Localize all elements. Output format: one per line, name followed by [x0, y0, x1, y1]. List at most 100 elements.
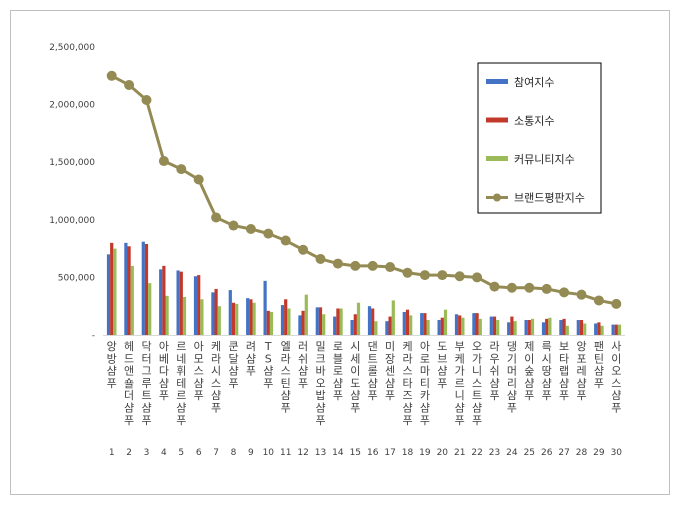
line-point [437, 270, 448, 281]
bar [367, 306, 372, 335]
bar [583, 323, 587, 335]
bar [130, 265, 134, 335]
bar [235, 303, 239, 335]
line-point [506, 282, 517, 293]
bar [284, 299, 288, 335]
line-point [489, 281, 500, 292]
bar-marks [106, 241, 622, 335]
bar [228, 290, 232, 335]
bar [371, 308, 375, 335]
bar [597, 322, 601, 335]
legend-box [477, 62, 602, 214]
line-point [593, 295, 604, 306]
legend-label: 커뮤니티지수 [514, 153, 575, 166]
bar [304, 294, 308, 335]
line-point [158, 156, 169, 167]
bar [405, 309, 410, 335]
bar [127, 246, 131, 335]
bar [510, 316, 514, 335]
y-axis: 2,500,000 2,000,000 1,500,000 1,000,000 500,… [49, 43, 95, 341]
bar [214, 288, 218, 335]
bar [200, 299, 204, 335]
bar [148, 283, 152, 335]
line-point [472, 272, 483, 283]
bar [475, 313, 479, 335]
bar [124, 242, 128, 335]
line-point [280, 235, 291, 246]
line-point [402, 267, 413, 278]
bar [252, 302, 256, 335]
legend-swatch [486, 117, 508, 123]
rank-label: 5 [178, 448, 184, 458]
bar [182, 296, 187, 335]
rank-label: 28 [576, 448, 588, 458]
bar [600, 325, 604, 335]
bar [496, 320, 500, 335]
bar [541, 322, 546, 335]
bar [489, 316, 493, 335]
bar [269, 311, 274, 335]
bar [562, 318, 566, 335]
bar [530, 318, 535, 335]
rank-label: 29 [593, 448, 605, 458]
bar [162, 265, 166, 335]
bar [322, 314, 326, 335]
bar [197, 275, 201, 335]
bar [579, 320, 584, 335]
bar [443, 309, 448, 335]
rank-label: 13 [315, 448, 326, 458]
y-tick-label: - [92, 331, 95, 341]
y-tick-label: 1,000,000 [49, 216, 95, 226]
bar [246, 298, 250, 335]
bar [617, 324, 622, 335]
rank-label: 25 [524, 448, 535, 458]
y-tick-label: 2,000,000 [49, 101, 95, 111]
line-point [193, 174, 204, 185]
bar [350, 320, 354, 335]
rank-label: 7 [213, 448, 219, 458]
bar [374, 321, 378, 335]
bar [458, 315, 462, 335]
line-point [245, 224, 256, 235]
line-point [576, 289, 587, 300]
bar [527, 320, 531, 335]
line-point [141, 94, 152, 105]
rank-label: 16 [367, 448, 379, 458]
bar [472, 313, 476, 335]
bar [423, 313, 427, 335]
rank-label: 23 [489, 448, 500, 458]
bar [426, 320, 430, 335]
bar [611, 324, 615, 335]
bar [318, 307, 323, 335]
y-tick-label: 2,500,000 [49, 43, 95, 53]
bar [217, 306, 221, 335]
rank-label: 14 [332, 448, 344, 458]
bar [524, 320, 528, 335]
rank-label: 6 [196, 448, 202, 458]
bar [492, 316, 497, 335]
rank-label: 27 [558, 448, 569, 458]
line-point [350, 260, 361, 271]
bar [315, 307, 319, 335]
line-point [263, 228, 274, 239]
legend-swatch-marker [493, 193, 501, 202]
bar [211, 292, 215, 335]
bar [440, 317, 444, 335]
